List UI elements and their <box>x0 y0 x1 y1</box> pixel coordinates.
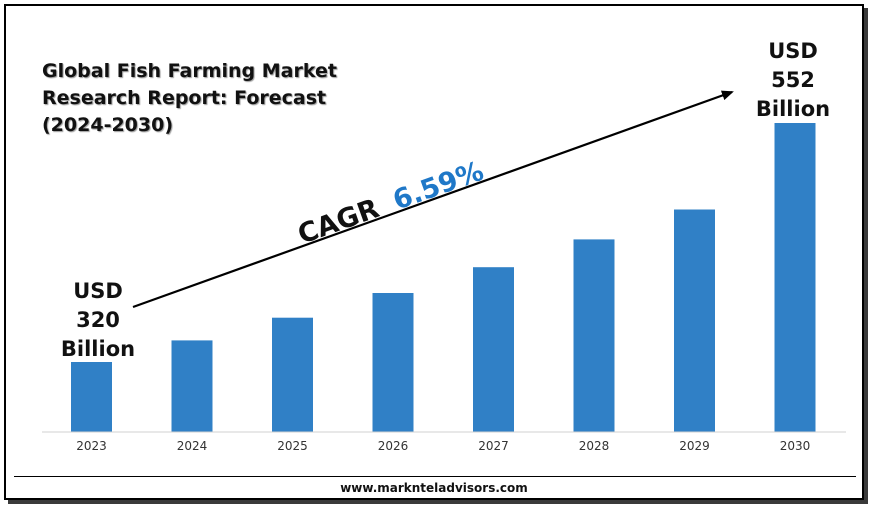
end-value-callout: USD 552 Billion <box>756 39 830 121</box>
start-label-line-1: USD <box>73 279 123 303</box>
x-tick-2029: 2029 <box>679 439 710 453</box>
start-label-line-3: Billion <box>61 337 135 361</box>
x-tick-2028: 2028 <box>579 439 610 453</box>
footer-url: www.marknteladvisors.com <box>340 481 528 495</box>
bar-2026 <box>372 293 414 432</box>
x-tick-2025: 2025 <box>277 439 308 453</box>
end-label-line-1: USD <box>768 39 818 63</box>
end-label-line-2: 552 <box>771 68 815 92</box>
start-label-line-2: 320 <box>76 308 120 332</box>
bar-2028 <box>573 239 615 432</box>
bar-2025 <box>272 317 313 432</box>
bar-2027 <box>473 267 514 432</box>
bar-2029 <box>674 209 715 432</box>
end-label-line-3: Billion <box>756 97 830 121</box>
cagr-label: CAGR 6.59% <box>294 156 488 251</box>
cagr-value: 6.59% <box>389 156 488 217</box>
footer-divider <box>14 476 856 477</box>
x-tick-2030: 2030 <box>780 439 811 453</box>
bar-2023 <box>71 362 112 432</box>
chart-frame <box>4 4 864 500</box>
x-tick-2023: 2023 <box>76 439 107 453</box>
bar-2024 <box>171 340 213 432</box>
chart-title: Global Fish Farming Market Research Repo… <box>42 60 337 136</box>
growth-arrow <box>132 90 734 309</box>
cagr-prefix: CAGR <box>294 193 383 250</box>
x-tick-2027: 2027 <box>478 439 509 453</box>
x-tick-2024: 2024 <box>177 439 208 453</box>
start-value-callout: USD 320 Billion <box>61 279 135 361</box>
bar-2030 <box>774 123 816 432</box>
x-tick-2026: 2026 <box>378 439 409 453</box>
